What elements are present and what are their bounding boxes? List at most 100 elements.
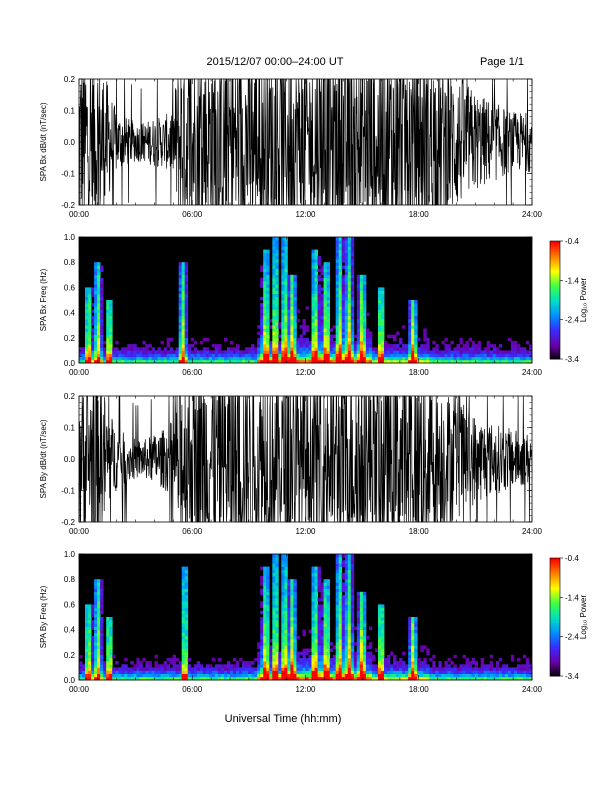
spectrogram-cell [308, 344, 312, 348]
spectrogram-cell [347, 353, 352, 358]
spectrogram-cell [97, 591, 101, 596]
spectrogram-cell [260, 318, 264, 323]
spectrogram-cell [266, 271, 270, 276]
spectrogram-cell [468, 676, 472, 681]
spectrogram-cell [408, 340, 412, 345]
spectrogram-cell [384, 359, 388, 364]
spectrogram-cell [163, 356, 167, 361]
spectrogram-cell [302, 344, 306, 348]
spectrogram-cell [106, 334, 110, 339]
spectrogram-cell [338, 240, 343, 244]
spectrogram-cell [157, 359, 161, 364]
spectrogram-cell [305, 340, 309, 345]
spectrogram-cell [263, 623, 267, 627]
spectrogram-cell [375, 673, 379, 678]
spectrogram-cell [290, 306, 294, 310]
spectrogram-cell [365, 340, 370, 345]
spectrogram-cell [338, 271, 343, 276]
spectrogram-cell [115, 340, 119, 345]
spectrogram-cell [381, 648, 385, 652]
spectrogram-cell [130, 359, 134, 364]
colorbar-segment [550, 624, 560, 628]
colorbar-segment [550, 347, 560, 350]
spectrogram-cell [181, 661, 186, 665]
spectrogram-cell [341, 654, 346, 659]
spectrogram-cell [224, 667, 228, 671]
spectrogram-cell [423, 353, 427, 358]
colorbar-segment [550, 284, 560, 287]
spectrogram-cell [266, 607, 270, 611]
spectrogram-cell [148, 344, 152, 348]
colorbar-segment [550, 620, 560, 624]
spectrogram-cell [516, 356, 521, 361]
spectrogram-cell [317, 315, 321, 320]
spectrogram-cell [127, 344, 131, 348]
spectrogram-cell [356, 604, 361, 608]
spectrogram-cell [157, 356, 161, 361]
spectrogram-cell [127, 353, 131, 358]
spectrogram-cell [302, 359, 306, 364]
spectrogram-cell [317, 300, 321, 304]
spectrogram-cell [214, 350, 219, 354]
spectrogram-cell [414, 654, 418, 659]
spectrogram-cell [199, 670, 204, 674]
spectrogram-cell [94, 658, 98, 662]
spectrogram-cell [459, 667, 463, 671]
spectrogram-cell [281, 252, 285, 257]
spectrogram-cell [414, 334, 418, 339]
spectrogram-cell [217, 658, 222, 662]
spectrogram-cell [408, 322, 412, 326]
spectrogram-cell [124, 347, 128, 351]
spectrogram-cell [94, 651, 98, 656]
spectrogram-cell [332, 347, 337, 351]
x-tick-label: 06:00 [182, 368, 203, 377]
spectrogram-cell [516, 359, 521, 364]
spectrogram-cell [495, 350, 500, 354]
spectrogram-cell [290, 645, 294, 649]
spectrogram-cell [347, 676, 352, 681]
spectrogram-cell [338, 328, 343, 332]
spectrogram-cell [230, 667, 234, 671]
spectrogram-cell [320, 591, 324, 596]
spectrogram-cell [284, 322, 288, 326]
spectrogram-cell [311, 252, 315, 257]
spectrogram-cell [447, 356, 451, 361]
spectrogram-cell [275, 560, 279, 564]
spectrogram-cell [474, 347, 478, 351]
colorbar-segment [550, 607, 560, 610]
spectrogram-cell [94, 318, 98, 323]
colorbar-segment [550, 656, 560, 659]
spectrogram-cell [453, 350, 457, 354]
spectrogram-cell [275, 670, 279, 674]
y-tick-label: 0.8 [64, 258, 76, 267]
spectrogram-cell [381, 340, 385, 345]
spectrogram-cell [381, 331, 385, 335]
spectrogram-cell [121, 667, 125, 671]
spectrogram-cell [275, 654, 279, 659]
spectrogram-cell [311, 620, 315, 624]
spectrogram-cell [284, 661, 288, 665]
spectrogram-cell [272, 664, 276, 668]
spectrogram-cell [284, 334, 288, 339]
spectrogram-cell [356, 635, 361, 640]
colorbar-segment [550, 272, 560, 275]
spectrogram-cell [408, 325, 412, 329]
spectrogram-cell [263, 585, 267, 589]
spectrogram-cell [399, 664, 403, 668]
spectrogram-cell [263, 658, 267, 662]
spectrogram-cell [296, 344, 300, 348]
spectrogram-cell [495, 661, 500, 665]
spectrogram-cell [314, 300, 318, 304]
spectrogram-cell [399, 337, 403, 342]
spectrogram-cell [281, 607, 285, 611]
by-spectrogram-ylabel: SPA By Freq (Hz) [39, 585, 48, 648]
spectrogram-cell [281, 262, 285, 266]
spectrogram-cell [411, 334, 415, 339]
spectrogram-cell [344, 566, 349, 571]
spectrogram-cell [281, 353, 285, 358]
spectrogram-cell [199, 664, 204, 668]
spectrogram-cell [396, 670, 400, 674]
spectrogram-cell [287, 340, 291, 345]
spectrogram-cell [269, 651, 273, 656]
spectrogram-cell [260, 315, 264, 320]
